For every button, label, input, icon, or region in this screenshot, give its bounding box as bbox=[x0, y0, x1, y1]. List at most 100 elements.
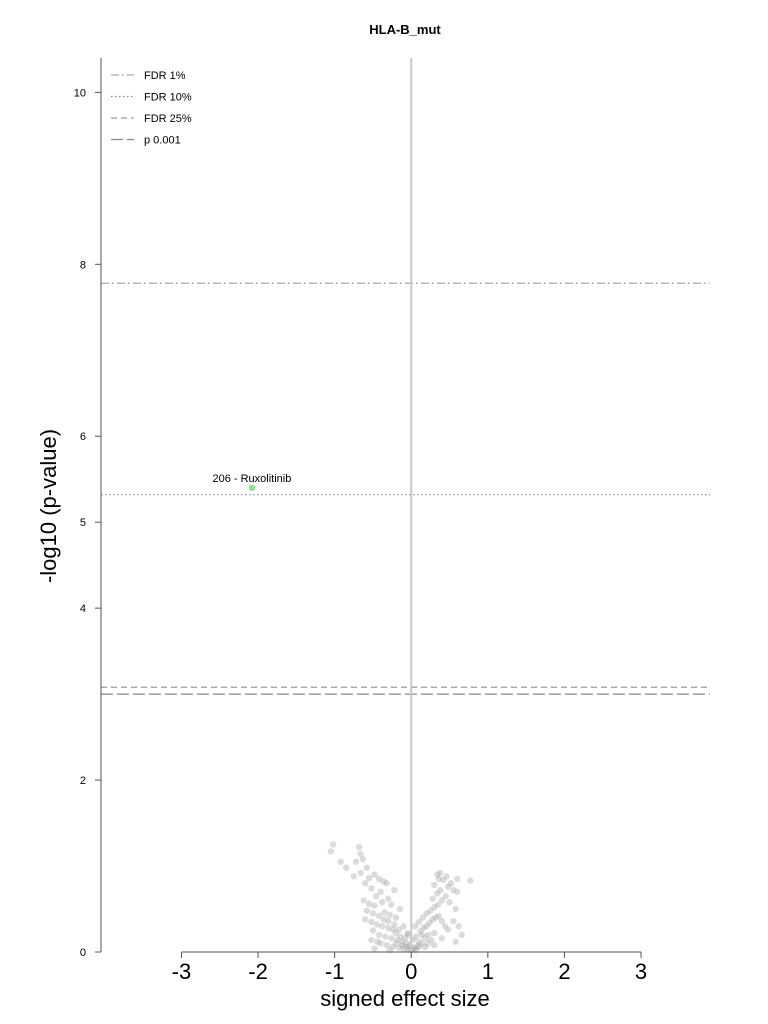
data-point-91 bbox=[434, 890, 441, 897]
data-point-110 bbox=[392, 929, 400, 937]
data-point-20 bbox=[372, 892, 380, 900]
data-point-36 bbox=[373, 921, 380, 928]
x-tick-label-1: -2 bbox=[248, 959, 268, 984]
data-point-34 bbox=[362, 916, 369, 923]
y-axis-label: -log10 (p-value) bbox=[36, 429, 61, 583]
data-point-82 bbox=[419, 914, 426, 921]
data-point-72 bbox=[423, 923, 430, 930]
data-point-11 bbox=[365, 874, 373, 882]
data-point-76 bbox=[435, 912, 443, 920]
data-point-104 bbox=[458, 931, 466, 939]
highlighted-point-group: 206 - Ruxolitinib bbox=[212, 473, 291, 492]
threshold-lines bbox=[101, 282, 710, 695]
data-point-3 bbox=[342, 864, 350, 871]
x-tick-label-3: 0 bbox=[405, 959, 417, 984]
data-point-29 bbox=[375, 912, 383, 920]
y-tick-label-2: 4 bbox=[80, 603, 86, 615]
data-point-9 bbox=[357, 869, 364, 877]
y-axis-ticks: 0 2 4 5 6 8 10 bbox=[74, 87, 101, 959]
data-point-42 bbox=[404, 929, 411, 937]
data-point-33 bbox=[396, 905, 403, 913]
data-point-64 bbox=[415, 938, 423, 945]
data-point-83 bbox=[423, 910, 430, 917]
data-point-26 bbox=[388, 901, 395, 908]
data-point-45 bbox=[382, 933, 389, 940]
y-tick-label-5: 8 bbox=[80, 259, 86, 271]
x-tick-label-6: 3 bbox=[635, 959, 647, 984]
data-point-94 bbox=[435, 875, 443, 883]
data-point-125 bbox=[368, 936, 375, 944]
data-point-101 bbox=[454, 888, 461, 896]
data-point-35 bbox=[368, 918, 375, 926]
data-point-95 bbox=[434, 871, 441, 878]
data-point-119 bbox=[415, 943, 423, 951]
legend-label-0: FDR 1% bbox=[144, 70, 186, 82]
x-tick-label-5: 2 bbox=[558, 959, 570, 984]
data-point-1 bbox=[327, 848, 335, 855]
data-point-88 bbox=[442, 892, 449, 900]
data-point-67 bbox=[424, 931, 432, 939]
data-point-80 bbox=[411, 923, 419, 930]
y-tick-label-6: 10 bbox=[74, 87, 86, 99]
data-point-71 bbox=[420, 924, 427, 932]
data-point-75 bbox=[432, 914, 439, 921]
data-point-16 bbox=[391, 886, 398, 894]
data-point-129 bbox=[438, 935, 446, 942]
data-point-23 bbox=[371, 902, 378, 909]
highlighted-point-label: 206 - Ruxolitinib bbox=[212, 473, 291, 485]
data-point-127 bbox=[386, 947, 393, 954]
data-point-17 bbox=[362, 880, 369, 887]
y-tick-label-4: 6 bbox=[80, 431, 86, 443]
data-point-0 bbox=[329, 841, 337, 848]
data-point-53 bbox=[389, 943, 397, 951]
y-tick-label-3: 5 bbox=[80, 517, 86, 529]
data-point-7 bbox=[352, 858, 360, 865]
data-point-99 bbox=[447, 880, 455, 887]
data-point-38 bbox=[385, 924, 392, 932]
legend: FDR 1% FDR 10% FDR 25% p 0.001 bbox=[111, 70, 192, 147]
highlighted-point bbox=[248, 484, 256, 492]
x-axis-label: signed effect size bbox=[320, 986, 490, 1011]
data-point-60 bbox=[401, 935, 409, 942]
data-point-77 bbox=[438, 917, 446, 925]
data-point-30 bbox=[381, 909, 388, 916]
data-point-58 bbox=[411, 944, 418, 951]
data-point-61 bbox=[404, 931, 412, 939]
x-tick-label-4: 1 bbox=[482, 959, 494, 984]
data-point-8 bbox=[363, 864, 371, 871]
y-tick-label-1: 2 bbox=[80, 775, 86, 787]
data-point-70 bbox=[417, 928, 424, 935]
data-point-123 bbox=[418, 931, 426, 939]
data-point-84 bbox=[427, 907, 434, 914]
data-point-49 bbox=[403, 940, 410, 947]
data-point-6 bbox=[359, 855, 367, 863]
data-point-54 bbox=[395, 944, 403, 951]
data-point-112 bbox=[389, 926, 397, 933]
data-point-81 bbox=[415, 918, 423, 926]
y-tick-label-0: 0 bbox=[80, 947, 86, 959]
chart-title: HLA-B_mut bbox=[369, 22, 441, 37]
data-point-22 bbox=[365, 900, 373, 908]
data-point-65 bbox=[418, 940, 426, 947]
data-point-96 bbox=[437, 869, 444, 877]
data-point-102 bbox=[452, 905, 459, 913]
data-point-19 bbox=[377, 888, 384, 896]
data-point-41 bbox=[400, 923, 407, 930]
data-point-122 bbox=[424, 940, 432, 947]
data-point-37 bbox=[378, 923, 386, 930]
data-point-124 bbox=[374, 938, 381, 945]
data-point-90 bbox=[429, 895, 436, 902]
data-point-89 bbox=[446, 898, 453, 906]
data-point-121 bbox=[421, 943, 429, 951]
data-point-48 bbox=[398, 938, 406, 945]
data-point-4 bbox=[355, 843, 363, 851]
data-point-120 bbox=[392, 940, 400, 947]
data-point-107 bbox=[454, 875, 461, 883]
legend-label-2: FDR 25% bbox=[144, 113, 192, 125]
data-point-12 bbox=[371, 871, 378, 878]
data-point-40 bbox=[395, 926, 403, 933]
data-point-2 bbox=[337, 858, 344, 865]
legend-label-3: p 0.001 bbox=[144, 135, 181, 147]
data-point-59 bbox=[414, 942, 421, 950]
